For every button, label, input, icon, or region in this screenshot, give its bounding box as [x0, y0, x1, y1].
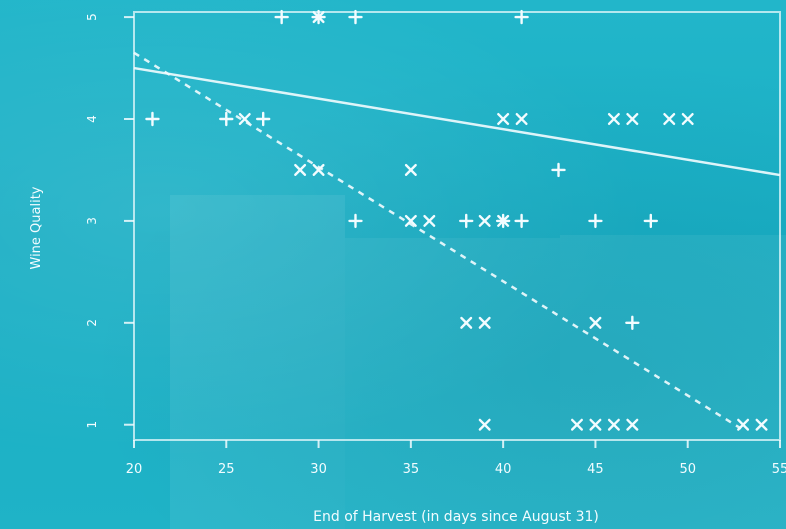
data-point-plus — [348, 213, 363, 229]
y-tick-label: 4 — [85, 115, 99, 123]
data-point-plus — [145, 111, 160, 127]
data-point-cross — [312, 163, 325, 176]
data-point-plus — [274, 9, 289, 25]
data-point-cross — [423, 214, 436, 227]
data-point-cross — [663, 113, 676, 125]
data-point-cross — [589, 316, 602, 329]
data-point-cross — [312, 11, 325, 24]
data-point-cross — [404, 214, 417, 227]
x-tick-label: 45 — [587, 462, 604, 477]
background-panel — [560, 235, 786, 529]
data-point-cross — [607, 418, 620, 431]
x-tick-label: 20 — [126, 462, 143, 477]
data-point-plus — [514, 213, 529, 229]
y-tick-label: 3 — [85, 217, 99, 225]
data-point-cross — [478, 418, 491, 431]
data-point-cross — [497, 214, 510, 227]
x-tick-label: 50 — [679, 462, 696, 477]
data-point-cross — [570, 418, 583, 431]
background-panel — [170, 195, 345, 529]
x-tick-label: 40 — [495, 462, 512, 477]
data-points — [145, 9, 768, 431]
x-tick-label: 30 — [310, 462, 327, 477]
data-point-plus — [588, 213, 603, 229]
y-axis-label: Wine Quality — [29, 186, 44, 269]
data-point-cross — [460, 316, 473, 329]
data-point-cross — [626, 113, 639, 125]
data-point-plus — [625, 315, 640, 331]
data-point-cross — [607, 113, 620, 125]
data-point-plus — [256, 111, 271, 127]
x-tick-label: 55 — [772, 462, 786, 477]
plot-frame — [133, 11, 781, 441]
fit-lines — [133, 51, 781, 431]
data-point-cross — [589, 418, 602, 431]
data-point-plus — [643, 213, 658, 229]
data-point-cross — [404, 163, 417, 176]
data-point-plus — [551, 162, 566, 178]
solid-fit-line — [133, 66, 781, 177]
background-panel — [345, 238, 560, 529]
data-point-cross — [478, 316, 491, 329]
data-point-plus — [219, 111, 234, 127]
data-point-plus — [348, 9, 363, 25]
data-point-cross — [626, 418, 639, 431]
data-point-plus — [459, 213, 474, 229]
x-tick-label: 35 — [403, 462, 420, 477]
x-axis-label: End of Harvest (in days since August 31) — [313, 509, 599, 525]
data-point-cross — [515, 113, 528, 125]
data-point-cross — [294, 163, 307, 176]
data-point-cross — [238, 113, 251, 125]
data-point-plus — [514, 9, 529, 25]
data-point-cross — [497, 113, 510, 125]
data-point-cross — [737, 418, 750, 431]
data-point-cross — [755, 418, 768, 431]
y-tick-label: 1 — [85, 421, 99, 429]
y-tick-label: 5 — [85, 13, 99, 21]
data-point-cross — [478, 214, 491, 227]
data-point-cross — [681, 113, 694, 125]
y-tick-label: 2 — [85, 319, 99, 327]
x-tick-label: 25 — [218, 462, 235, 477]
